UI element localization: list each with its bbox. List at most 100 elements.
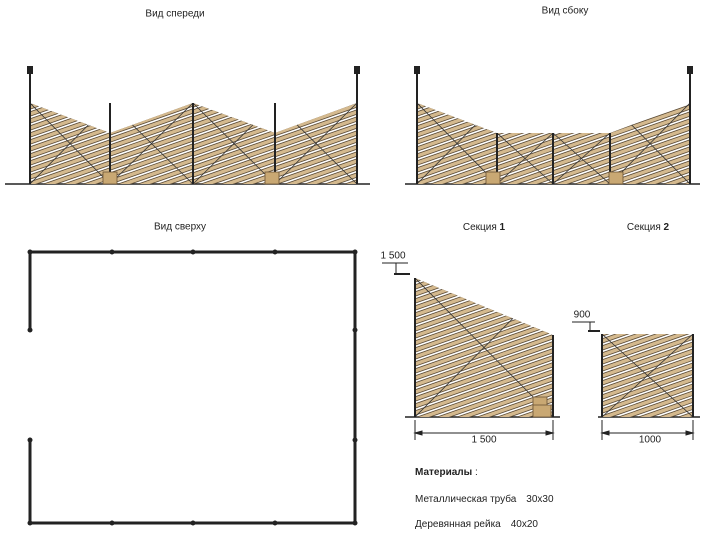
slat [110, 20, 193, 49]
slat-edge [275, 70, 357, 99]
panel [193, 0, 275, 184]
slat [610, 254, 690, 282]
slat [193, 151, 275, 184]
slat-edge [610, 23, 690, 51]
slat-edge [30, 191, 110, 219]
slat [415, 278, 553, 282]
slat [553, 202, 610, 222]
slat [30, 219, 110, 247]
slat [602, 370, 693, 406]
slat [497, 181, 553, 184]
slat [30, 72, 110, 100]
slat-edge [193, 20, 275, 49]
slat [193, 69, 275, 98]
slat-edge [275, 21, 357, 50]
slat [417, 133, 497, 165]
slat-edge [497, 64, 553, 84]
slat [415, 278, 553, 310]
slat [275, 210, 357, 239]
slat [193, 20, 275, 49]
slat [30, 191, 110, 219]
brace [497, 133, 553, 184]
slat-edge [602, 274, 693, 306]
slat [110, 158, 193, 184]
slat [110, 172, 193, 184]
slat [610, 133, 690, 165]
slat [610, 182, 690, 184]
slat-edge [193, 0, 275, 21]
slat [30, 9, 110, 37]
slat-edge [602, 288, 693, 320]
dimension-label: 1 500 [380, 251, 405, 262]
slat-edge [30, 103, 110, 110]
slat-edge [415, 278, 553, 290]
slat-edge [602, 442, 693, 474]
slat-edge [417, 37, 497, 65]
slat [417, 2, 497, 30]
slat [275, 63, 357, 92]
slat [275, 152, 357, 184]
slat [553, 165, 610, 184]
lamp [687, 66, 693, 74]
slat-edge [30, 181, 110, 184]
slat-edge [110, 48, 193, 77]
slat-edge [497, 78, 553, 98]
slat [602, 405, 693, 417]
slat-edge [275, 224, 357, 253]
slat [193, 179, 275, 184]
slat [275, 35, 357, 64]
slat-edge [30, 205, 110, 233]
slat [275, 224, 357, 253]
panel [30, 9, 110, 261]
slat [415, 356, 553, 408]
artwork [5, 0, 700, 526]
slat [275, 138, 357, 171]
slat [110, 188, 193, 217]
slat-edge [275, 210, 357, 239]
slat-edge [553, 230, 610, 250]
slat [193, 55, 275, 84]
slat-edge [497, 133, 553, 136]
slat [110, 34, 193, 63]
brace [417, 103, 497, 184]
slat [417, 182, 497, 184]
slat [497, 218, 553, 238]
slat [553, 90, 610, 110]
slat [193, 130, 275, 163]
materials-title: Материалы : [415, 467, 478, 478]
slat [602, 334, 693, 364]
slat [275, 56, 357, 85]
slat [275, 70, 357, 99]
plan-post [352, 437, 358, 443]
slat-edge [602, 232, 693, 264]
slat [193, 13, 275, 42]
slat-edge [110, 244, 193, 273]
plan-post [109, 520, 115, 526]
view-title: Вид спереди [145, 9, 204, 20]
slat [193, 48, 275, 77]
material-name: Металлическая труба [415, 493, 517, 505]
slat [602, 239, 693, 271]
slat [610, 37, 690, 65]
slat [602, 456, 693, 488]
slat-edge [30, 44, 110, 72]
slat [553, 172, 610, 184]
plan-post [27, 249, 33, 255]
slat [602, 334, 693, 350]
slat [110, 151, 193, 184]
slat-edge [610, 72, 690, 100]
slat-edge [417, 9, 497, 37]
slat [275, 203, 357, 232]
slat [193, 62, 275, 91]
slat [610, 168, 690, 184]
slat-edge [110, 178, 193, 184]
slat-edge [275, 42, 357, 71]
slat [415, 278, 553, 296]
slat [110, 103, 193, 135]
slat-edge [602, 246, 693, 278]
slat [610, 105, 690, 137]
slat-edge [610, 65, 690, 93]
slat [110, 48, 193, 77]
slat-edge [30, 233, 110, 261]
slat-edge [497, 218, 553, 238]
